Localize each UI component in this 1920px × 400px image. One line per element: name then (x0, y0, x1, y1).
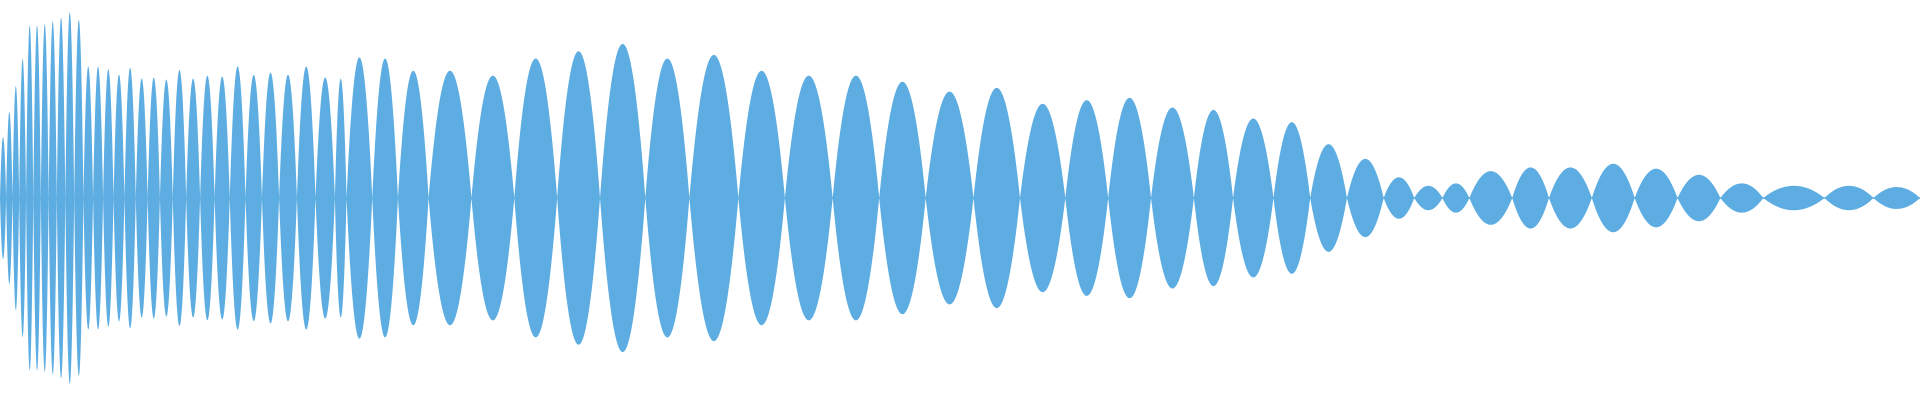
waveform-view (0, 12, 1920, 384)
page: (() => { const data = JSON.parse(documen… (0, 12, 1920, 384)
